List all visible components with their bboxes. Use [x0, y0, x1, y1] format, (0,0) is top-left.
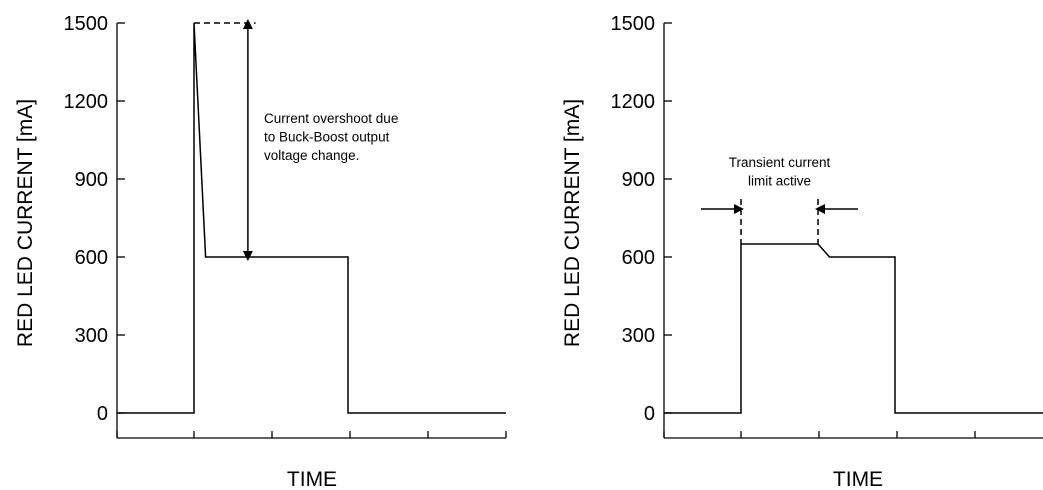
- y-axis-title: RED LED CURRENT [mA]: [561, 99, 584, 347]
- y-tick-label: 600: [75, 247, 108, 269]
- y-tick-label: 0: [97, 403, 108, 425]
- y-tick-label: 900: [622, 169, 655, 191]
- y-tick-label: 300: [75, 325, 108, 347]
- y-tick-label: 1200: [64, 91, 109, 113]
- current-series-line: [117, 22, 506, 414]
- y-tick-label: 1200: [611, 91, 656, 113]
- y-tick-label: 1500: [64, 13, 109, 35]
- y-tick-label: 1500: [611, 13, 656, 35]
- y-tick-label: 900: [75, 169, 108, 191]
- y-axis-title: RED LED CURRENT [mA]: [14, 99, 37, 347]
- right-chart-panel: 0 300 600 900 1200 1500 RED LED CURRENT [mA] TI…: [561, 13, 1043, 490]
- transient-limit-annotation-text: Transient current: [729, 155, 831, 170]
- overshoot-annotation-text: to Buck-Boost output: [264, 130, 390, 145]
- transient-limit-annotation-text: limit active: [748, 174, 811, 189]
- y-tick-label: 600: [622, 247, 655, 269]
- overshoot-annotation-text: voltage change.: [264, 148, 359, 163]
- left-chart-panel: 0 300 600 900 1200 1500 RED LED CURRENT [mA] TI…: [14, 13, 507, 490]
- x-axis-title: TIME: [287, 468, 337, 490]
- x-axis-title: TIME: [833, 468, 883, 490]
- current-series-line: [664, 243, 1043, 414]
- y-tick-label: 0: [644, 403, 655, 425]
- y-tick-label: 300: [622, 325, 655, 347]
- overshoot-annotation-text: Current overshoot due: [264, 111, 398, 126]
